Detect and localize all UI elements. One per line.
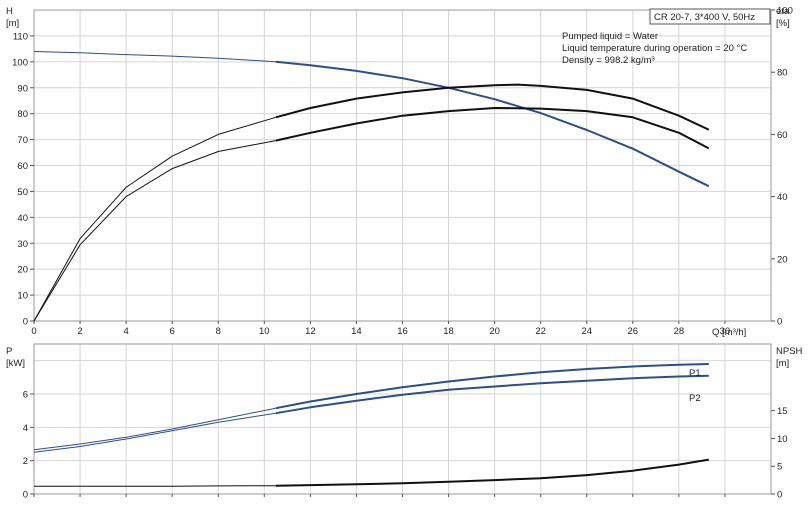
left-tick-label: 40 — [17, 213, 28, 224]
annotation-density: Density = 998.2 kg/m³ — [562, 55, 655, 66]
right-tick-label: 80 — [777, 68, 788, 79]
series-line-eta_p-extended — [33, 140, 276, 322]
x-tick-label: 4 — [123, 326, 128, 337]
left-tick-label: 60 — [17, 161, 28, 172]
right-tick-label: 60 — [777, 130, 788, 141]
series-line-npsh — [275, 458, 709, 487]
chart-title: CR 20-7, 3*400 V, 50Hz — [654, 12, 755, 23]
x-tick-label: 14 — [351, 326, 362, 337]
power-npsh-panel: 0 2 4 6 0 5 10 15 P [kW] NPSH [m] P1 P2 — [6, 343, 803, 501]
annotation-pumped-liquid: Pumped liquid = Water — [562, 31, 658, 42]
x-tick-label: 30 — [720, 326, 731, 337]
series-line-npsh-extended — [34, 485, 276, 487]
left-tick-label: 110 — [13, 31, 28, 42]
x-tick-label: 12 — [305, 326, 316, 337]
x-tick-label: 20 — [489, 326, 500, 337]
bottom-axis-ticks: 0 2 4 6 0 5 10 15 — [23, 390, 788, 501]
right-tick-label: 100 — [777, 6, 793, 17]
npsh-axis-label-line2: [m] — [776, 358, 789, 369]
title-box — [649, 8, 771, 25]
x-tick-label: 16 — [397, 326, 408, 337]
left-tick-label: 90 — [17, 83, 28, 94]
bottom-series-group — [33, 363, 709, 487]
eta-axis-label-line1: eta — [776, 6, 790, 17]
right-tick-label: 40 — [777, 192, 788, 203]
annotation-liquid-temperature: Liquid temperature during operation = 20… — [562, 43, 747, 54]
left-tick-label: 2 — [23, 456, 28, 467]
right-tick-label: 0 — [777, 490, 782, 501]
x-tick-label: 18 — [443, 326, 454, 337]
left-tick-label: 6 — [23, 390, 28, 401]
series-label-p1: P1 — [689, 368, 701, 379]
x-tick-label: 0 — [31, 326, 36, 337]
left-tick-label: 70 — [17, 135, 28, 146]
series-line-eta_p — [275, 107, 710, 150]
series-line-h-extended — [33, 51, 276, 63]
top-gridlines — [33, 10, 771, 321]
series-line-h — [275, 60, 710, 188]
right-tick-label: 0 — [777, 317, 782, 328]
x-tick-label: 22 — [535, 326, 546, 337]
left-tick-label: 30 — [17, 239, 28, 250]
x-tick-label: 8 — [216, 326, 221, 337]
series-line-p2 — [275, 374, 709, 415]
series-line-p1-extended — [33, 407, 276, 451]
left-tick-label: 20 — [17, 265, 28, 276]
series-line-eta — [275, 83, 710, 131]
right-tick-label: 15 — [777, 406, 788, 417]
x-tick-label: 28 — [674, 326, 685, 337]
x-tick-label: 6 — [170, 326, 175, 337]
series-line-p2-extended — [33, 412, 276, 453]
series-label-p2: P2 — [689, 393, 701, 404]
top-series-group — [33, 51, 710, 322]
left-tick-label: 80 — [17, 109, 28, 120]
x-tick-label: 10 — [259, 326, 270, 337]
left-tick-label: 0 — [23, 490, 28, 501]
series-line-p1 — [275, 363, 709, 410]
left-tick-label: 10 — [17, 291, 28, 302]
left-tick-label: 0 — [23, 317, 28, 328]
x-tick-label: 26 — [628, 326, 639, 337]
eta-axis-label-line2: [%] — [776, 18, 790, 29]
q-axis-label: Q [m³/h] — [712, 327, 746, 338]
bottom-gridlines — [33, 344, 771, 494]
left-tick-label: 100 — [12, 57, 28, 68]
power-axis-label-line2: [kW] — [6, 358, 25, 369]
x-tick-label: 2 — [77, 326, 82, 337]
left-tick-label: 50 — [17, 187, 28, 198]
power-axis-label-line1: P — [6, 346, 12, 357]
npsh-axis-label-line1: NPSH — [776, 346, 803, 357]
series-line-eta-extended — [33, 116, 276, 322]
head-axis-label-line2: [m] — [6, 18, 19, 29]
left-tick-label: 4 — [23, 423, 28, 434]
right-tick-label: 5 — [777, 462, 782, 473]
right-tick-label: 20 — [777, 254, 788, 265]
right-tick-label: 10 — [777, 434, 788, 445]
x-tick-label: 24 — [581, 326, 592, 337]
head-axis-label-line1: H — [6, 6, 13, 17]
